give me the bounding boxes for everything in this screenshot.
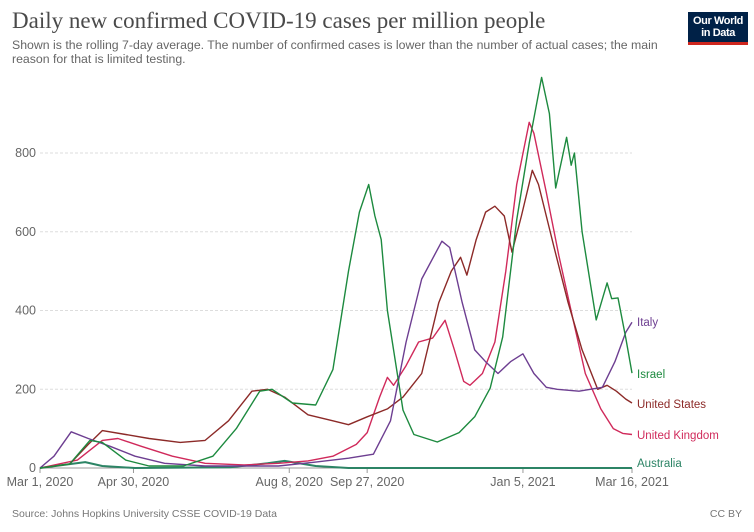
series-label-italy: Italy: [637, 317, 658, 329]
series-label-united-states: United States: [637, 399, 706, 411]
logo-text: Our World in Data: [693, 15, 743, 39]
series-line-united-states: [39, 169, 633, 469]
source-note[interactable]: Source: Johns Hopkins University CSSE CO…: [12, 508, 277, 520]
series-line-united-kingdom: [39, 121, 633, 469]
series-line-australia: [39, 459, 632, 469]
y-tick-label: 200: [15, 382, 36, 396]
x-tick-label: Mar 16, 2021: [595, 475, 669, 489]
x-tick-label: Jan 5, 2021: [490, 475, 555, 489]
license-link[interactable]: CC BY: [709, 508, 742, 520]
line-chart: 0 200 400 600 800 Mar 1, 2020 Apr 30, 2020 Aug …: [7, 76, 719, 489]
y-tick-label: 800: [15, 146, 36, 160]
series-label-australia: Australia: [637, 458, 682, 470]
x-tick-label: Aug 8, 2020: [256, 475, 323, 489]
x-tick-label: Apr 30, 2020: [98, 475, 170, 489]
x-tick-label: Sep 27, 2020: [330, 475, 404, 489]
owid-logo[interactable]: Our World in Data: [688, 12, 748, 45]
chart-subtitle: Shown is the rolling 7-day average. The …: [12, 38, 658, 66]
series-label-israel: Israel: [637, 369, 665, 381]
y-tick-label: 600: [15, 225, 36, 239]
y-tick-label: 0: [29, 461, 36, 475]
y-tick-label: 400: [15, 304, 36, 318]
series-label-united-kingdom: United Kingdom: [637, 430, 719, 442]
series-line-italy: [39, 240, 633, 469]
chart-title: Daily new confirmed COVID-19 cases per m…: [12, 8, 546, 33]
x-tick-label: Mar 1, 2020: [7, 475, 74, 489]
series-line-israel: [39, 76, 633, 469]
